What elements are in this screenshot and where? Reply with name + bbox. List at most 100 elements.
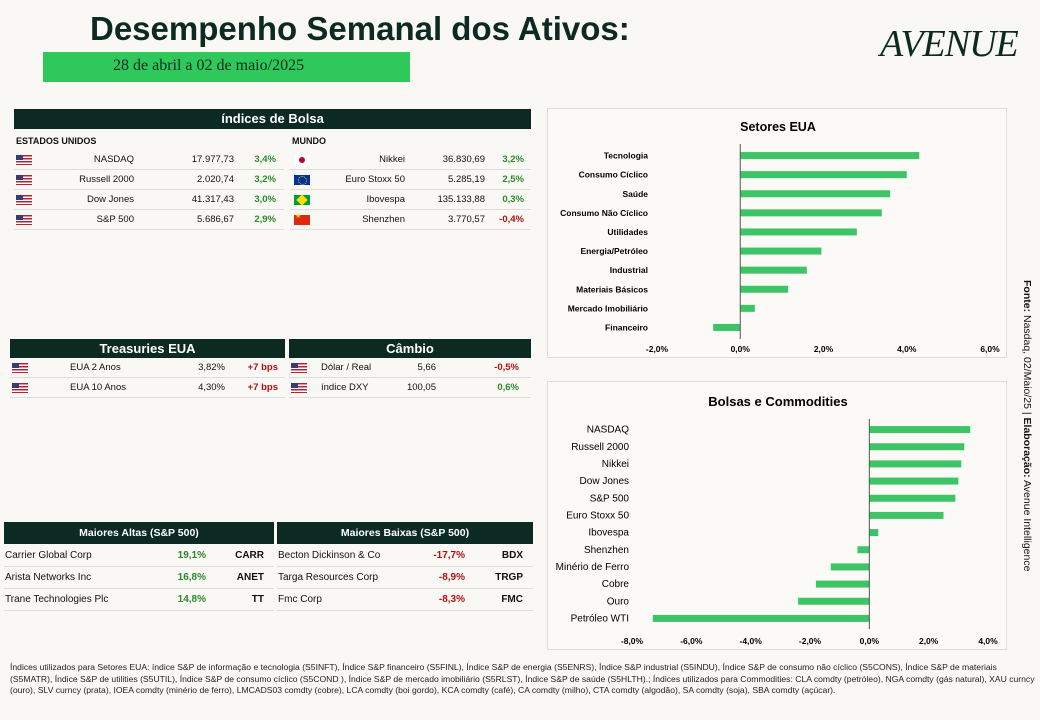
jp-flag-icon bbox=[294, 154, 310, 165]
setores-chart: Setores EUA Tecnologia Consumo Cíclico Saúd… bbox=[547, 108, 1007, 358]
treasury-name: EUA 10 Anos bbox=[70, 382, 126, 393]
tick-label: -4,0% bbox=[740, 636, 763, 646]
bar bbox=[652, 614, 870, 622]
company-change: 19,1% bbox=[177, 550, 206, 561]
category-label: Financeiro bbox=[605, 322, 648, 332]
bolsas-chart: Bolsas e Commodities NASDAQ Russell 2000 Ni… bbox=[547, 381, 1007, 650]
company-change: -8,3% bbox=[438, 594, 465, 605]
table-row: Nikkei 36.830,69 3,2% bbox=[290, 150, 531, 170]
index-name: S&P 500 bbox=[96, 214, 134, 225]
tick-label: 0,0% bbox=[731, 344, 751, 354]
company-name: Fmc Corp bbox=[278, 594, 322, 605]
bar bbox=[740, 285, 789, 293]
table-row: EUA 10 Anos 4,30% +7 bps bbox=[10, 378, 285, 398]
category-label: Utilidades bbox=[607, 227, 648, 237]
avenue-logo: AVENUE bbox=[880, 23, 1019, 65]
bar bbox=[740, 190, 891, 198]
category-label: Dow Jones bbox=[580, 476, 629, 487]
company-name: Becton Dickinson & Co bbox=[278, 550, 381, 561]
world-indices-table: Nikkei 36.830,69 3,2% Euro Stoxx 50 5.285,19… bbox=[290, 150, 531, 230]
category-label: Shenzhen bbox=[584, 545, 629, 556]
index-change: 0,3% bbox=[502, 194, 524, 205]
bar bbox=[869, 529, 879, 537]
altas-header: Maiores Altas (S&P 500) bbox=[4, 522, 274, 544]
index-name: Ibovespa bbox=[366, 194, 405, 205]
tick-label: 4,0% bbox=[978, 636, 998, 646]
index-name: Nikkei bbox=[379, 154, 405, 165]
index-value: 3.770,57 bbox=[448, 214, 485, 225]
fonte-text: Nasdaq, 02/Maio/25 | bbox=[1021, 312, 1033, 418]
table-row: índice DXY 100,05 0,6% bbox=[289, 378, 531, 398]
category-label: Saúde bbox=[622, 189, 648, 199]
table-row: Becton Dickinson & Co -17,7% BDX bbox=[277, 545, 533, 567]
table-row: Fmc Corp -8,3% FMC bbox=[277, 589, 533, 611]
index-value: 5.686,67 bbox=[197, 214, 234, 225]
page-title: Desempenho Semanal dos Ativos: bbox=[90, 10, 630, 47]
category-label: Mercado Imobiliário bbox=[568, 303, 648, 313]
bar bbox=[815, 580, 870, 588]
eu-flag-icon bbox=[294, 174, 310, 185]
index-value: 135.133,88 bbox=[437, 194, 485, 205]
indices-header: índices de Bolsa bbox=[14, 109, 531, 129]
tick-label: -2,0% bbox=[799, 636, 822, 646]
index-change: -0,4% bbox=[499, 214, 524, 225]
altas-table: Carrier Global Corp 19,1% CARR Arista Netwo… bbox=[4, 545, 274, 611]
treasury-change: +7 bps bbox=[247, 362, 278, 373]
index-name: Shenzhen bbox=[362, 214, 405, 225]
index-name: Russell 2000 bbox=[79, 174, 134, 185]
fx-change: 0,6% bbox=[497, 382, 519, 393]
tick-label: 4,0% bbox=[897, 344, 917, 354]
company-ticker: FMC bbox=[501, 594, 523, 605]
index-change: 3,4% bbox=[254, 154, 276, 165]
company-change: 14,8% bbox=[177, 594, 206, 605]
treasury-change: +7 bps bbox=[247, 382, 278, 393]
category-label: Consumo Cíclico bbox=[579, 170, 648, 180]
tick-label: -2,0% bbox=[646, 344, 669, 354]
category-label: Petróleo WTI bbox=[571, 613, 629, 624]
us-flag-icon bbox=[291, 382, 307, 393]
category-label: Cobre bbox=[602, 579, 630, 590]
company-ticker: TT bbox=[251, 594, 264, 605]
index-value: 36.830,69 bbox=[442, 154, 485, 165]
table-row: Dow Jones 41.317,43 3,0% bbox=[14, 190, 284, 210]
company-ticker: ANET bbox=[236, 572, 264, 583]
baixas-header: Maiores Baixas (S&P 500) bbox=[277, 522, 533, 544]
index-change: 3,0% bbox=[254, 194, 276, 205]
bar bbox=[740, 171, 907, 179]
category-label: Euro Stoxx 50 bbox=[566, 510, 629, 521]
index-name: NASDAQ bbox=[93, 154, 134, 165]
category-label: Ouro bbox=[607, 596, 630, 607]
category-label: Russell 2000 bbox=[571, 442, 629, 453]
company-ticker: BDX bbox=[501, 550, 523, 561]
cambio-table: Dólar / Real 5,66 -0,5% índice DXY 100,05 0,6… bbox=[289, 358, 531, 398]
tick-label: 0,0% bbox=[860, 636, 880, 646]
tick-label: 2,0% bbox=[814, 344, 834, 354]
table-row: Ibovespa 135.133,88 0,3% bbox=[290, 190, 531, 210]
date-range-banner: 28 de abril a 02 de maio/2025 bbox=[43, 52, 410, 82]
category-label: Minério de Ferro bbox=[556, 562, 630, 573]
fx-value: 100,05 bbox=[406, 382, 436, 393]
fx-change: -0,5% bbox=[494, 362, 519, 373]
table-row: Shenzhen 3.770,57 -0,4% bbox=[290, 210, 531, 230]
us-flag-icon bbox=[12, 382, 28, 393]
bar bbox=[740, 209, 882, 217]
table-row: S&P 500 5.686,67 2,9% bbox=[14, 210, 284, 230]
us-label: ESTADOS UNIDOS bbox=[16, 136, 97, 146]
category-label: S&P 500 bbox=[590, 493, 630, 504]
table-row: Trane Technologies Plc 14,8% TT bbox=[4, 589, 274, 611]
bar bbox=[798, 597, 870, 605]
company-name: Trane Technologies Plc bbox=[5, 594, 109, 605]
bar bbox=[869, 477, 959, 485]
chart-title: Setores EUA bbox=[740, 120, 816, 134]
elab-text: Avenue Intelligence bbox=[1021, 477, 1033, 572]
bar bbox=[869, 426, 971, 434]
fx-name: Dólar / Real bbox=[321, 362, 372, 373]
category-label: Tecnologia bbox=[604, 151, 649, 161]
category-label: Materiais Básicos bbox=[576, 284, 648, 294]
source-note: Fonte: Nasdaq, 02/Maio/25 | Elaboração: … bbox=[1017, 280, 1037, 600]
company-change: -17,7% bbox=[433, 550, 465, 561]
tick-label: 2,0% bbox=[919, 636, 939, 646]
date-range: 28 de abril a 02 de maio/2025 bbox=[113, 57, 305, 74]
world-label: MUNDO bbox=[292, 136, 326, 146]
category-label: Industrial bbox=[610, 265, 648, 275]
